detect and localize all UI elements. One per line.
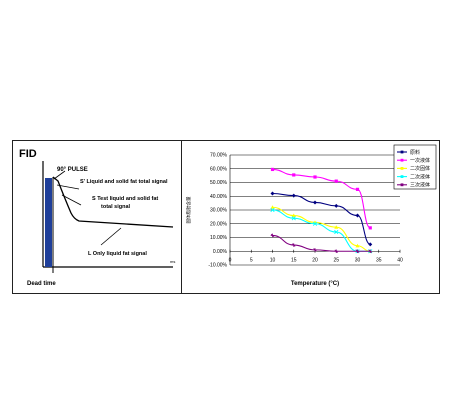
- axis-ticks: -10.00% 0.00% 10.00% 20.00% 30.00% 40.00% 50.0…: [208, 153, 403, 269]
- series-line: [272, 192, 371, 245]
- fid-x-axis-unit: ms: [170, 259, 175, 264]
- series-line: [272, 206, 371, 252]
- fid-chart: FID ms 90° PULSE S' Liquid and solid fat…: [19, 148, 175, 287]
- fid-decay-curve: [52, 176, 174, 228]
- y-axis-title: 固体脂肪含量: [185, 196, 192, 223]
- sfc-panel: 固体脂肪含量 Temperature (°C) -10.00% 0.00% 10.0…: [182, 141, 439, 293]
- y-tick-label: 60.00%: [210, 166, 228, 172]
- series-layer: [270, 167, 373, 254]
- legend-label: 二次固体: [410, 165, 430, 172]
- legend-label: 原料: [410, 149, 420, 156]
- s-arrow: [61, 194, 82, 206]
- sfc-chart: 固体脂肪含量 Temperature (°C) -10.00% 0.00% 10.0…: [185, 144, 437, 287]
- legend-label: 三次液体: [410, 182, 430, 189]
- legend-marker: [400, 150, 404, 154]
- s-prime-label: S' Liquid and solid fat total signal: [80, 179, 168, 185]
- l-label: L Only liquid fat signal: [88, 251, 147, 257]
- x-tick-label: 5: [250, 257, 253, 263]
- legend-marker: [400, 158, 404, 162]
- data-point: [368, 249, 373, 254]
- legend-marker: [400, 175, 404, 178]
- dead-time-label: Dead time: [27, 281, 56, 287]
- y-tick-label: 30.00%: [210, 208, 228, 214]
- data-point: [368, 226, 372, 230]
- figure: FID ms 90° PULSE S' Liquid and solid fat…: [12, 140, 440, 294]
- legend-label: 二次液体: [410, 173, 430, 180]
- fid-title: FID: [19, 148, 37, 160]
- series-line: [272, 234, 371, 252]
- data-point: [334, 225, 339, 229]
- y-tick-label: 10.00%: [210, 235, 228, 241]
- data-point: [313, 248, 317, 252]
- data-point: [313, 175, 317, 179]
- legend-marker: [400, 183, 404, 187]
- l-arrow: [100, 227, 122, 246]
- x-tick-label: 35: [376, 257, 382, 263]
- x-tick-label: 40: [397, 257, 403, 263]
- series-line: [272, 168, 371, 229]
- pulse-arrow: [53, 170, 66, 180]
- fid-panel: FID ms 90° PULSE S' Liquid and solid fat…: [13, 141, 182, 293]
- data-point: [292, 173, 296, 177]
- y-tick-label: 50.00%: [210, 180, 228, 186]
- x-tick-label: 0: [229, 257, 232, 263]
- data-point: [291, 243, 296, 247]
- data-point: [270, 205, 275, 209]
- pulse-label: 90° PULSE: [57, 167, 88, 173]
- y-tick-label: 20.00%: [210, 221, 228, 227]
- grid: [229, 154, 400, 266]
- x-tick-label: 20: [312, 257, 318, 263]
- data-point: [355, 243, 360, 248]
- data-point: [334, 179, 338, 183]
- x-tick-label: 15: [291, 257, 297, 263]
- y-tick-label: -10.00%: [208, 263, 227, 269]
- legend-label: 一次液体: [410, 157, 430, 164]
- data-point: [355, 249, 360, 254]
- x-tick-label: 25: [333, 257, 339, 263]
- series: [270, 205, 373, 253]
- x-axis-title: Temperature (°C): [291, 281, 339, 287]
- data-point: [312, 221, 318, 226]
- x-tick-label: 10: [270, 257, 276, 263]
- data-point: [291, 216, 296, 221]
- data-point: [355, 187, 360, 191]
- data-point: [313, 200, 317, 205]
- data-point: [270, 207, 275, 213]
- s-prime-arrow: [56, 184, 80, 190]
- data-point: [270, 191, 275, 196]
- data-point: [334, 249, 339, 254]
- data-point: [368, 242, 373, 247]
- s-label-line2: total signal: [101, 204, 131, 210]
- y-tick-label: 70.00%: [210, 153, 228, 159]
- s-label: S Test liquid and solid fat total signal: [92, 196, 160, 210]
- data-point: [291, 193, 296, 198]
- x-tick-label: 30: [355, 257, 361, 263]
- data-point: [355, 213, 360, 218]
- series: [270, 233, 373, 254]
- data-point: [291, 213, 296, 218]
- data-point: [334, 229, 339, 235]
- data-point: [270, 233, 275, 238]
- data-point: [334, 203, 339, 208]
- y-tick-label: 0.00%: [213, 249, 228, 255]
- s-label-line1: S Test liquid and solid fat: [92, 196, 158, 202]
- y-tick-label: 40.00%: [210, 194, 228, 200]
- pulse-bar: [45, 178, 52, 267]
- legend-marker: [400, 167, 404, 170]
- series: [270, 191, 373, 247]
- data-point: [270, 167, 275, 172]
- series: [270, 167, 372, 230]
